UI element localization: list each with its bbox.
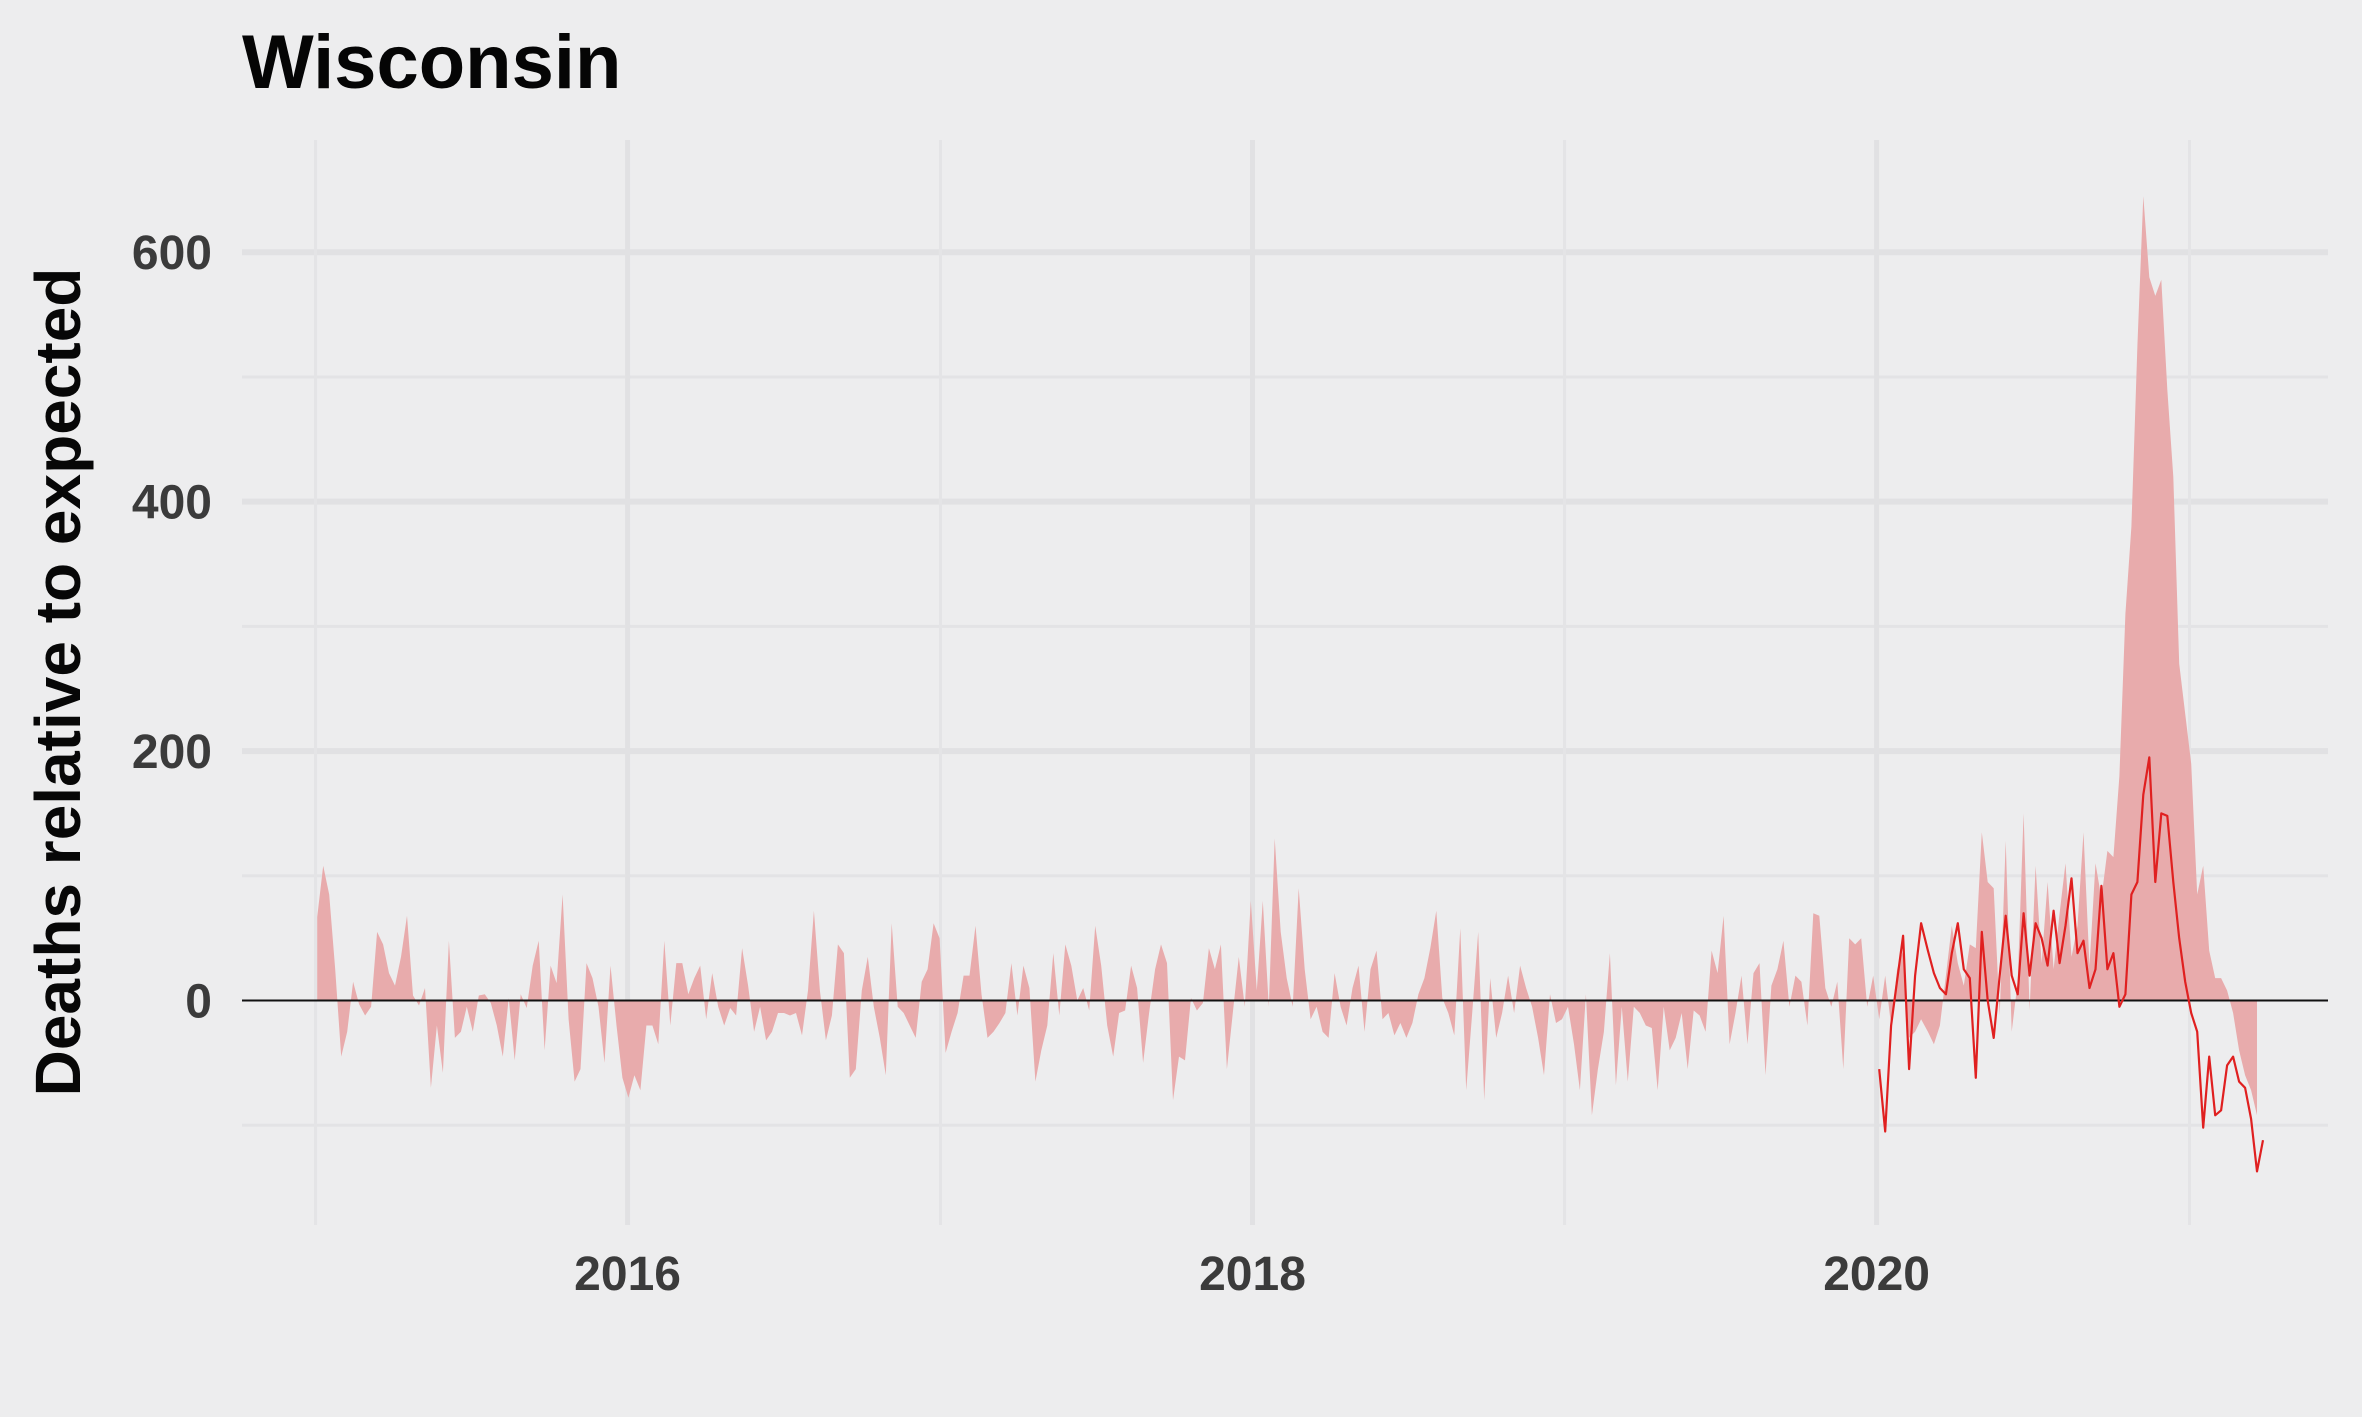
- line-series: [1878, 756, 2265, 1173]
- y-tick-label: 200: [132, 726, 212, 779]
- tick-labels: 0 200 400 600 2016 2018 2020: [132, 227, 1930, 1301]
- x-tick-label: 2018: [1199, 1248, 1306, 1301]
- grid-lines: [242, 140, 2328, 1225]
- area-series: [317, 196, 2258, 1116]
- y-axis-title: Deaths relative to expected: [22, 268, 94, 1097]
- y-tick-label: 600: [132, 227, 212, 280]
- y-tick-label: 0: [185, 976, 212, 1029]
- x-tick-label: 2020: [1823, 1248, 1930, 1301]
- x-tick-label: 2016: [574, 1248, 681, 1301]
- excess-deaths-line: [1878, 756, 2265, 1173]
- chart-title: Wisconsin: [242, 20, 621, 105]
- y-tick-label: 400: [132, 477, 212, 530]
- excess-deaths-area: [317, 196, 2258, 1116]
